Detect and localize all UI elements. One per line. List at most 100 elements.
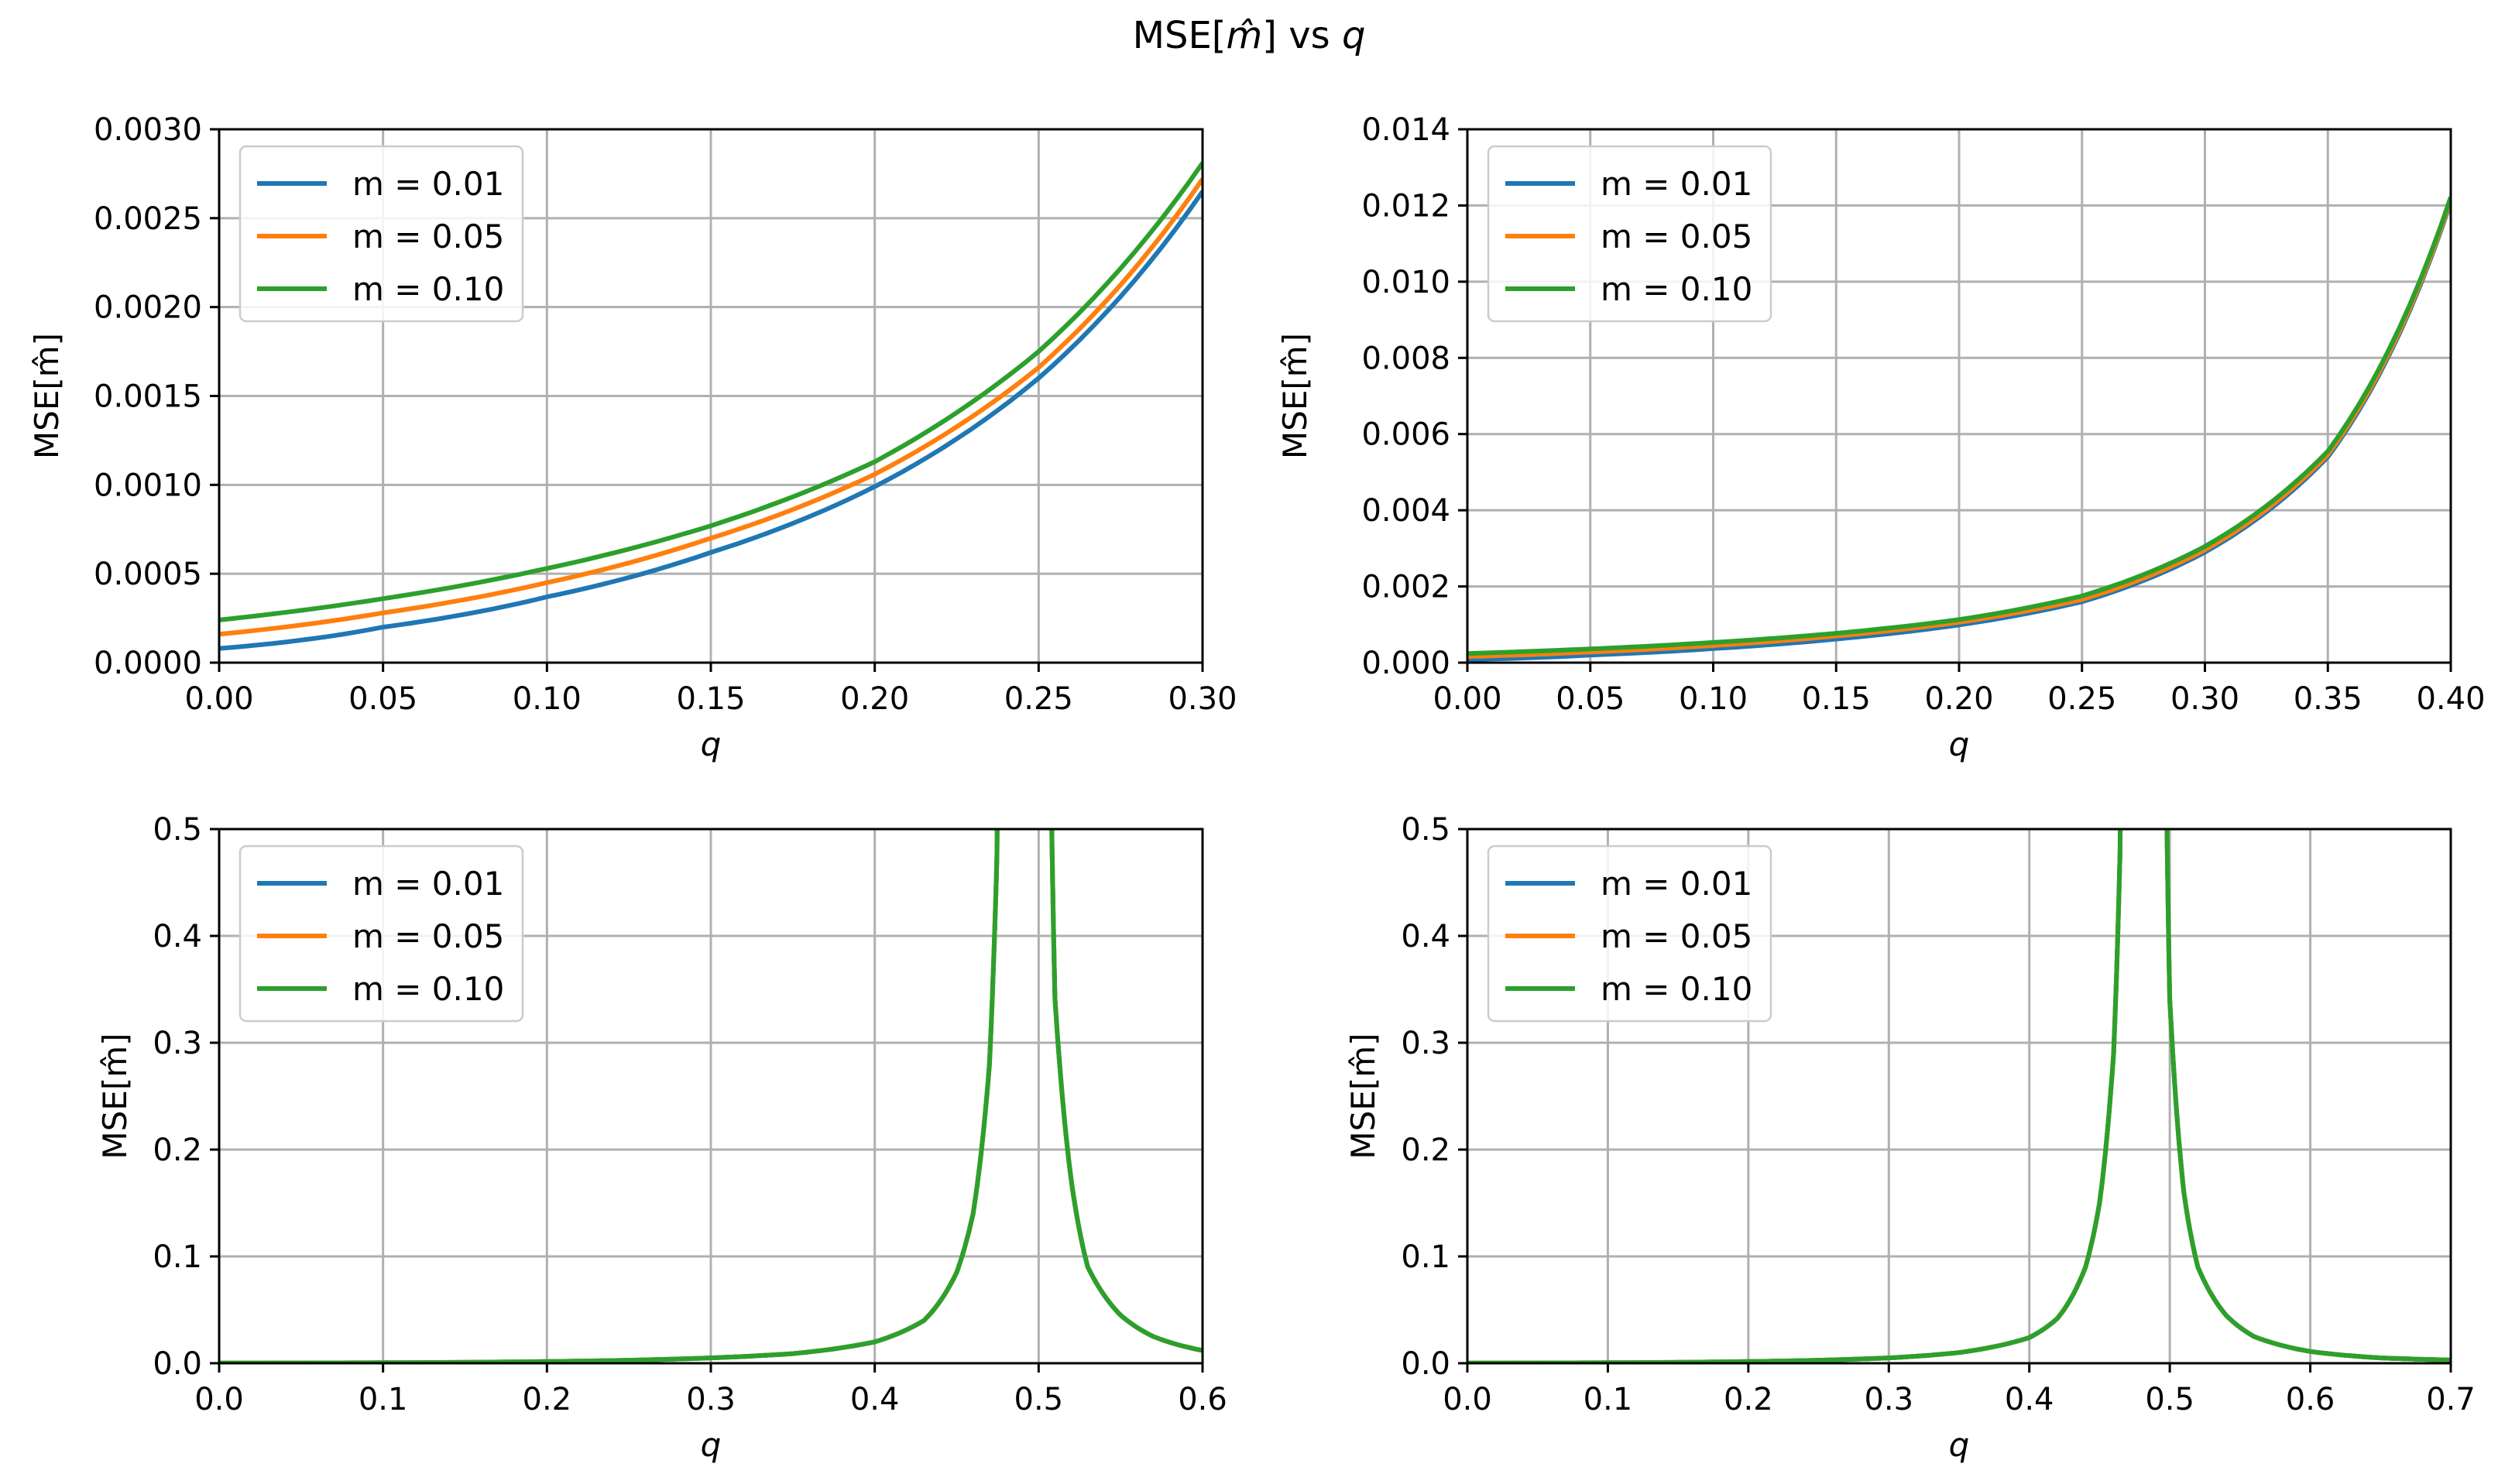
y-tick-label: 0.4	[153, 919, 202, 954]
legend-entry-label: m = 0.05	[1601, 917, 1752, 955]
x-tick-label: 0.1	[1584, 1382, 1633, 1417]
series-line-3	[1467, 196, 2451, 656]
x-tick-label: 0.05	[348, 681, 417, 717]
x-tick-label: 0.2	[523, 1382, 572, 1417]
x-tick-label: 0.20	[1924, 681, 1993, 717]
x-axis-label: q	[1949, 1426, 1970, 1464]
x-tick-label: 0.10	[1679, 681, 1748, 717]
y-axis-label: MSE[m̂]	[28, 333, 66, 459]
x-tick-label: 0.1	[359, 1382, 408, 1417]
axes-frame	[1466, 828, 2452, 1365]
x-tick-label: 0.15	[1802, 681, 1871, 717]
x-tick-label: 0.00	[184, 681, 253, 717]
x-tick-label: 0.05	[1556, 681, 1625, 717]
legend: m = 0.01 m = 0.05 m = 0.10	[1487, 145, 1772, 323]
subplot-4: 0.0 0.1 0.2 0.3 0.4 0.5 0.6 0.7 0.0 0.1 0.2 0.3 0.4 0…	[1344, 812, 2476, 1464]
y-tick-label: 0.012	[1361, 188, 1450, 224]
y-tick-label: 0.0010	[94, 468, 202, 503]
legend: m = 0.01 m = 0.05 m = 0.10	[238, 145, 524, 323]
x-tick-label: 0.35	[2294, 681, 2362, 717]
legend-box	[1487, 145, 1772, 323]
x-tick-label: 0.6	[1178, 1382, 1227, 1417]
x-tick-label: 0.5	[2145, 1382, 2194, 1417]
y-tick-label: 0.0005	[94, 557, 202, 592]
legend-entry-label: m = 0.05	[352, 218, 504, 255]
y-tick-label: 0.010	[1361, 265, 1450, 300]
x-axis-label: q	[701, 1426, 722, 1464]
series-line-3	[1467, 829, 2451, 1363]
y-tick-label: 0.0000	[94, 646, 202, 681]
legend-box	[238, 845, 524, 1023]
series-group	[219, 829, 1203, 1363]
x-axis-label: q	[701, 725, 722, 763]
x-tick-label: 0.7	[2426, 1382, 2476, 1417]
legend-entry-label: m = 0.05	[352, 917, 504, 955]
y-tick-label: 0.0	[153, 1346, 202, 1382]
y-tick-label: 0.008	[1361, 341, 1450, 376]
y-axis-label: MSE[m̂]	[1276, 333, 1314, 459]
legend-entry-label: m = 0.01	[1601, 165, 1752, 203]
subplot-3: 0.0 0.1 0.2 0.3 0.4 0.5 0.6 0.0 0.1 0.2 0.3 0.4 0.5 q…	[96, 812, 1227, 1464]
subplot-grid: 0.00 0.05 0.10 0.15 0.20 0.25 0.30 0.0000 0.0005…	[28, 112, 2486, 1464]
y-tick-label: 0.2	[1401, 1133, 1450, 1168]
series-group	[1467, 829, 2451, 1363]
y-tick-label: 0.2	[153, 1133, 202, 1168]
y-tick-label: 0.1	[153, 1239, 202, 1275]
y-axis-label: MSE[m̂]	[96, 1033, 134, 1159]
series-line-3	[219, 829, 1203, 1363]
x-tick-label: 0.25	[2047, 681, 2116, 717]
x-tick-label: 0.15	[676, 681, 745, 717]
x-tick-label: 0.20	[840, 681, 909, 717]
x-tick-label: 0.2	[1724, 1382, 1773, 1417]
y-tick-label: 0.0015	[94, 379, 202, 415]
legend: m = 0.01 m = 0.05 m = 0.10	[238, 845, 524, 1023]
y-tick-label: 0.0030	[94, 112, 202, 148]
series-line-3	[219, 161, 1203, 622]
series-group	[219, 161, 1203, 651]
y-tick-label: 0.3	[1401, 1026, 1450, 1061]
x-tick-label: 0.40	[2416, 681, 2485, 717]
subplot-2: 0.00 0.05 0.10 0.15 0.20 0.25 0.30 0.35 0.40 0.00…	[1276, 112, 2486, 763]
y-tick-label: 0.0025	[94, 201, 202, 237]
y-tick-label: 0.5	[153, 812, 202, 848]
x-tick-label: 0.0	[1443, 1382, 1492, 1417]
x-tick-label: 0.6	[2286, 1382, 2335, 1417]
legend: m = 0.01 m = 0.05 m = 0.10	[1487, 845, 1772, 1023]
legend-entry-label: m = 0.01	[352, 165, 504, 203]
x-tick-label: 0.30	[2170, 681, 2239, 717]
series-group	[1467, 196, 2451, 663]
x-tick-label: 0.00	[1433, 681, 1501, 717]
x-tick-label: 0.10	[513, 681, 582, 717]
series-line-2	[219, 177, 1203, 637]
figure-title: MSE[m̂] vs q	[1133, 14, 1366, 57]
legend-entry-label: m = 0.10	[1601, 970, 1752, 1008]
legend-entry-label: m = 0.10	[352, 270, 504, 308]
y-tick-label: 0.002	[1361, 570, 1450, 605]
y-tick-label: 0.5	[1401, 812, 1450, 848]
x-tick-label: 0.0	[194, 1382, 244, 1417]
y-tick-label: 0.000	[1361, 646, 1450, 681]
y-tick-label: 0.014	[1361, 112, 1450, 148]
legend-box	[238, 145, 524, 323]
legend-entry-label: m = 0.10	[352, 970, 504, 1008]
y-tick-label: 0.004	[1361, 493, 1450, 529]
x-tick-label: 0.4	[850, 1382, 900, 1417]
legend-entry-label: m = 0.01	[352, 865, 504, 903]
series-line-1	[219, 190, 1203, 651]
y-tick-label: 0.4	[1401, 919, 1450, 954]
y-tick-label: 0.0	[1401, 1346, 1450, 1382]
y-tick-label: 0.006	[1361, 417, 1450, 453]
x-tick-label: 0.5	[1014, 1382, 1064, 1417]
subplot-1: 0.00 0.05 0.10 0.15 0.20 0.25 0.30 0.0000 0.0005…	[28, 112, 1237, 763]
legend-box	[1487, 845, 1772, 1023]
x-tick-label: 0.4	[2005, 1382, 2054, 1417]
y-tick-label: 0.0020	[94, 290, 202, 326]
legend-entry-label: m = 0.10	[1601, 270, 1752, 308]
y-tick-label: 0.3	[153, 1026, 202, 1061]
legend-entry-label: m = 0.01	[1601, 865, 1752, 903]
x-tick-label: 0.25	[1004, 681, 1073, 717]
y-axis-label: MSE[m̂]	[1344, 1033, 1382, 1159]
legend-entry-label: m = 0.05	[1601, 218, 1752, 255]
x-tick-label: 0.3	[686, 1382, 736, 1417]
